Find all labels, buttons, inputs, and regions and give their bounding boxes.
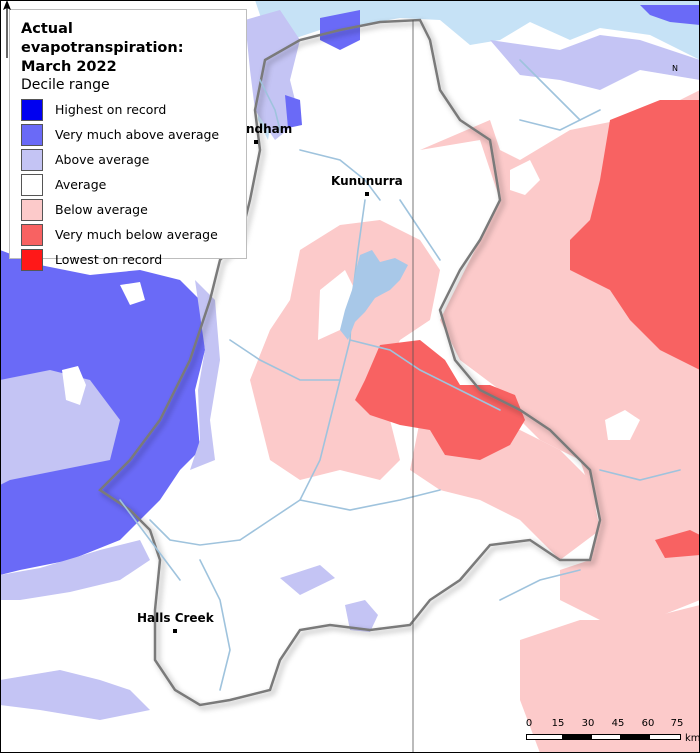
town-label-wyndham: ndham (246, 122, 293, 136)
river-4 (299, 489, 441, 511)
region-very-much-below-east (570, 100, 700, 370)
region-above-west-fringe (190, 280, 220, 470)
region-above-southwest (0, 670, 150, 720)
town-marker-wyndham (254, 140, 258, 144)
river-9 (499, 569, 581, 601)
town-label-kununurra: Kununurra (331, 174, 403, 188)
region-very-much-below-se (655, 530, 700, 558)
legend-item: Below average (21, 197, 236, 222)
region-above-west-south (0, 540, 150, 600)
white-patch-west (62, 366, 86, 405)
scale-segment (649, 734, 681, 740)
town-marker-kununurra (365, 192, 369, 196)
legend-item: Average (21, 172, 236, 197)
scale-tick: 75 (670, 718, 684, 729)
basin-boundary (98, 18, 602, 707)
legend-subtitle: Decile range (21, 77, 110, 93)
scale-tick: 45 (611, 718, 625, 729)
white-patch-central (318, 270, 360, 340)
legend-swatch (21, 98, 43, 121)
legend-item: Very much above average (21, 122, 236, 147)
legend-items: Highest on record Very much above averag… (21, 97, 236, 272)
lake-argyle (340, 250, 408, 340)
legend-item-label: Very much above average (55, 127, 220, 142)
legend-swatch (21, 223, 43, 246)
region-above-northeast (490, 35, 700, 90)
legend-item-label: Below average (55, 202, 148, 217)
legend: Actual evapotranspiration: March 2022 De… (9, 9, 247, 271)
river-14 (599, 469, 681, 481)
river-6 (299, 149, 381, 201)
region-above-south-2 (345, 600, 378, 632)
region-above-south-1 (280, 565, 335, 595)
region-very-much-above-ne (640, 5, 700, 25)
scale-tick: 15 (551, 718, 565, 729)
north-arrow-icon (3, 0, 11, 58)
scale-tick: 30 (581, 718, 595, 729)
river-8 (199, 559, 231, 691)
legend-item-label: Very much below average (55, 227, 218, 242)
scale-unit: km (685, 733, 700, 744)
north-letter: N (672, 64, 678, 73)
legend-item-label: Above average (55, 152, 150, 167)
legend-swatch (21, 198, 43, 221)
legend-title-line1: Actual evapotranspiration: (21, 21, 184, 56)
scale-bar: 0 15 30 45 60 75 km (525, 718, 700, 748)
river-11 (519, 59, 581, 121)
river-10 (519, 109, 601, 131)
scale-segment (526, 734, 563, 740)
scale-tick: 60 (641, 718, 655, 729)
legend-item: Highest on record (21, 97, 236, 122)
legend-swatch (21, 123, 43, 146)
white-patch-east-2 (510, 160, 540, 195)
legend-swatch (21, 173, 43, 196)
river-2 (349, 339, 501, 411)
town-label-halls-creek: Halls Creek (137, 611, 214, 625)
river-12 (259, 79, 281, 131)
river-3 (229, 339, 341, 381)
white-patch-west-2 (120, 282, 145, 305)
legend-item-label: Highest on record (55, 102, 167, 117)
legend-item-label: Average (55, 177, 107, 192)
legend-swatch (21, 248, 43, 271)
sea-area (255, 0, 700, 60)
scale-segment (562, 734, 592, 740)
legend-title-line2: March 2022 (21, 59, 117, 75)
white-patch-east-1 (605, 410, 640, 440)
legend-item-label: Lowest on record (55, 252, 163, 267)
river-7 (399, 199, 441, 261)
legend-item: Very much below average (21, 222, 236, 247)
scale-tick: 0 (525, 718, 533, 729)
legend-item: Above average (21, 147, 236, 172)
region-very-much-above-north (285, 95, 302, 128)
legend-swatch (21, 148, 43, 171)
legend-item: Lowest on record (21, 247, 236, 272)
river-13 (119, 499, 181, 581)
region-very-much-below-central (355, 340, 525, 460)
region-above-west (0, 370, 120, 485)
town-marker-halls-creek (173, 629, 177, 633)
scale-segment (620, 734, 650, 740)
scale-segment (591, 734, 621, 740)
region-below-southeast (520, 605, 700, 753)
river-5 (149, 519, 241, 546)
